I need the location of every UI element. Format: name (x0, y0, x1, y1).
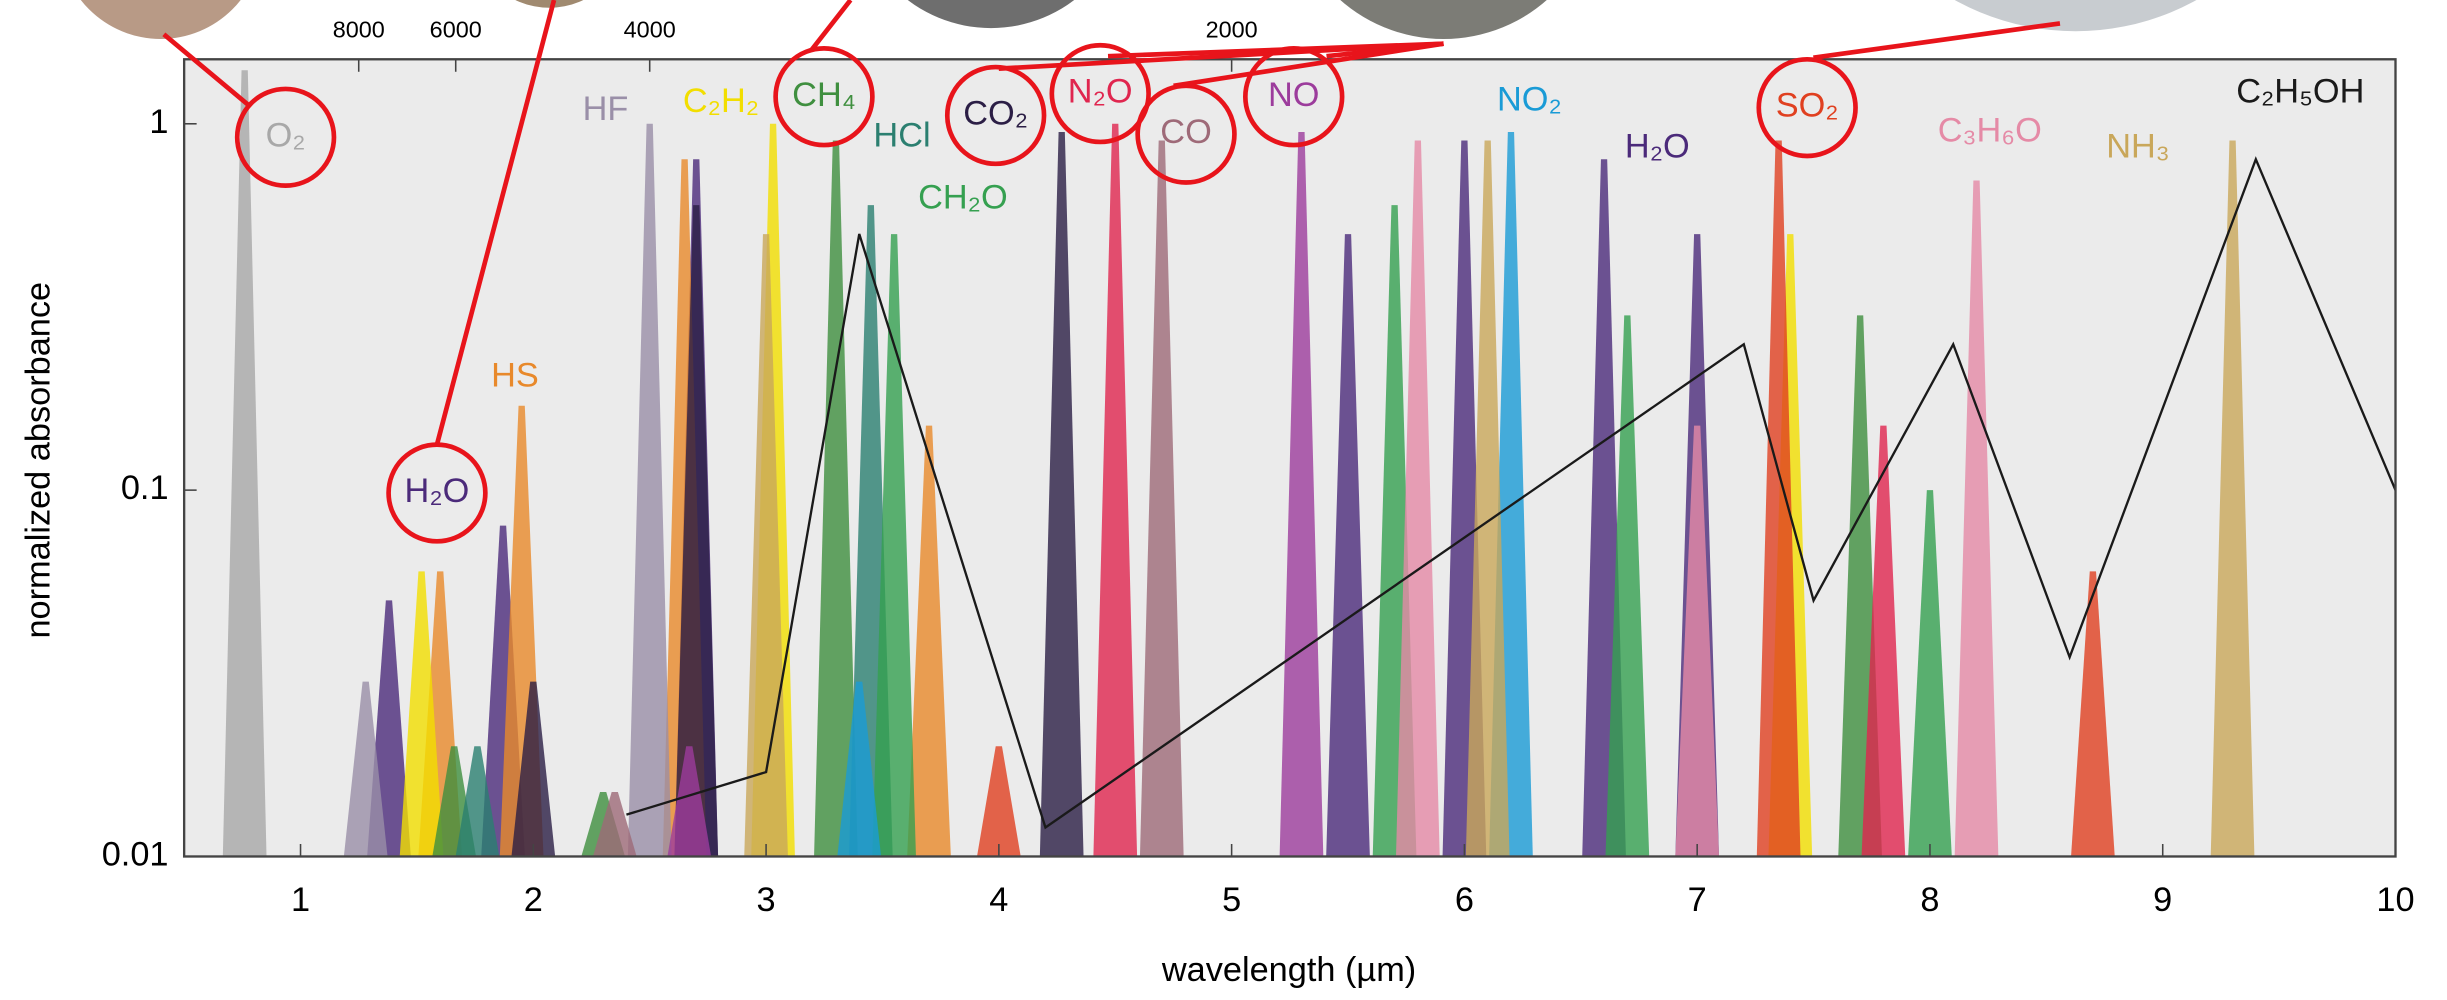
x2-tick-label: 2000 (1206, 16, 1258, 42)
connector (434, 0, 557, 446)
species-label: HS (491, 357, 539, 395)
connector (1813, 21, 2061, 61)
highlight-circle (234, 86, 337, 188)
absorption-band (455, 746, 500, 857)
species-label: N₂O (1068, 73, 1133, 111)
absorption-band (1861, 425, 1906, 857)
plot-frame (182, 58, 2397, 858)
x-tick-label: 4 (989, 881, 1008, 919)
absorption-band (1279, 131, 1324, 857)
absorption-band (907, 425, 951, 857)
species-label: H₂O (405, 472, 470, 510)
annotations: O₂ H₂O HS HF C₂H₂ CH₄ HCl CH₂O CO₂ N₂O CO NO NO₂ H₂O S… (162, 0, 2397, 858)
connector (1326, 41, 1444, 59)
absorption-band (627, 123, 672, 857)
species-label: NH₃ (2106, 127, 2170, 165)
species-label: HCl (873, 116, 930, 154)
species-label: H₂O (1625, 127, 1690, 165)
spectrum-line (626, 156, 2397, 830)
absorption-band (837, 681, 882, 857)
species-label: SO₂ (1776, 87, 1839, 125)
x-tick-label: 1 (291, 881, 310, 919)
photo (1340, 0, 1547, 39)
absorption-band (674, 205, 719, 857)
absorption-band (814, 140, 858, 857)
photo (1954, 0, 2197, 32)
y-tick-label: 0.1 (121, 469, 169, 507)
absorption-band (2071, 571, 2115, 857)
photo (907, 0, 1075, 29)
species-label: NO (1268, 76, 1319, 114)
absorption-band (977, 746, 1021, 857)
absorption-band (667, 746, 712, 857)
x-tick-label: 8 (1920, 881, 1939, 919)
connector (162, 32, 252, 108)
absorption-band (399, 571, 444, 857)
x2-tick-label: 4000 (624, 16, 676, 42)
absorption-band (1954, 180, 1999, 857)
absorption-band (1465, 140, 1510, 857)
highlight-circle (1243, 46, 1345, 148)
x2-tick-label: 6000 (430, 16, 482, 42)
species-label: C₂H₂ (683, 82, 759, 120)
y-tick-label: 0.01 (102, 836, 169, 874)
absorption-band (1093, 123, 1138, 857)
absorption-band (2210, 140, 2255, 857)
highlight-circle (1135, 83, 1237, 185)
species-label: C₂H₅OH (2236, 73, 2364, 111)
species-label: HF (583, 90, 629, 128)
x-axis-label: wavelength (µm) (1161, 951, 1416, 989)
x-tick-label: 9 (2153, 881, 2172, 919)
highlight-circle (1049, 42, 1151, 145)
species-label: CH₄ (792, 76, 856, 114)
marks (222, 70, 2397, 857)
x-tick-label: 3 (757, 881, 776, 919)
absorption-band (1756, 140, 1801, 857)
highlight-circle (1756, 56, 1858, 159)
connector (809, 0, 853, 52)
highlight-circle (773, 46, 875, 148)
absorption-band (744, 234, 788, 857)
absorption-band (1326, 234, 1370, 857)
photo (80, 0, 241, 39)
photos (80, 0, 2197, 39)
absorption-band (1605, 315, 1650, 857)
x-tick-label: 6 (1455, 881, 1474, 919)
highlight-circle (386, 442, 488, 544)
absorption-band (222, 70, 267, 857)
species-label: CH₂O (918, 179, 1008, 217)
species-label: NO₂ (1497, 80, 1562, 118)
absorption-band (1908, 490, 1952, 857)
x-tick-label: 7 (1688, 881, 1707, 919)
species-label: C₃H₆O (1938, 112, 2042, 150)
absorption-band (343, 681, 388, 857)
x-tick-label: 10 (2376, 881, 2414, 919)
photo (515, 0, 584, 8)
absorption-band (1675, 425, 1720, 857)
highlight-circle (944, 64, 1047, 167)
absorption-band (1139, 140, 1184, 857)
absorption-band (1039, 131, 1084, 857)
absorption-band (1396, 140, 1440, 857)
absorption-band (592, 791, 637, 857)
x2-tick-label: 8000 (333, 16, 385, 42)
x-tick-label: 5 (1222, 881, 1241, 919)
species-label: O₂ (266, 116, 306, 154)
species-label: CO₂ (963, 95, 1028, 133)
x-tick-label: 2 (524, 881, 543, 919)
species-label: CO (1160, 113, 1211, 151)
absorption-band (872, 234, 916, 857)
y-tick-label: 1 (149, 103, 168, 141)
absorption-band (511, 681, 556, 857)
y-axis-label: normalized absorbance (20, 282, 58, 639)
